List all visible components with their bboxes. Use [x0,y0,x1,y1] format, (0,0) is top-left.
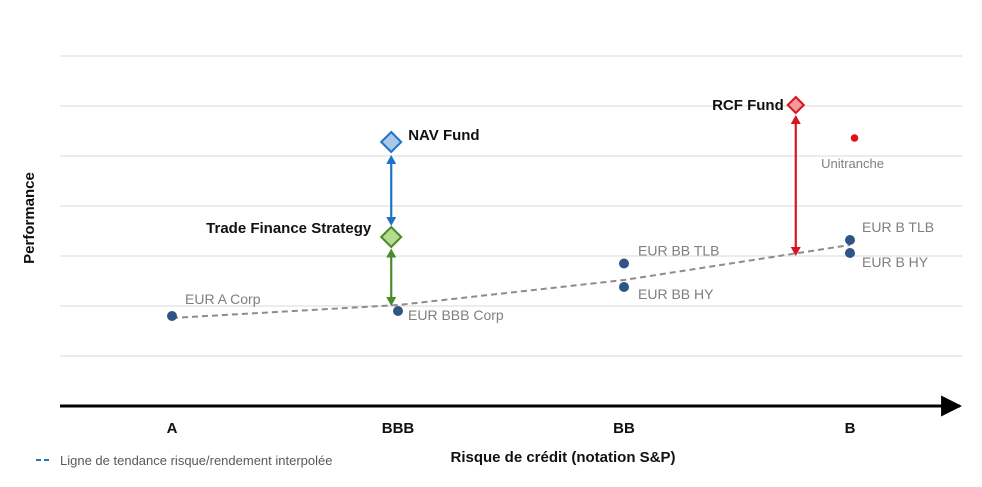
point-label-eur-b-tlb: EUR B TLB [862,219,934,235]
arrow-3 [790,115,801,256]
arrow-head [386,217,397,226]
x-tick-label: BBB [382,420,415,437]
arrow-head [790,247,801,256]
grid-lines [60,55,962,357]
x-axis-title: Risque de crédit (notation S&P) [450,449,675,466]
trend-line-layer [171,244,851,319]
point-label-unitranche: Unitranche [821,156,884,171]
x-tick-label: A [167,420,178,437]
arrow-2 [386,248,397,306]
arrow-head [386,248,397,258]
fund-marker-rcf-fund [786,95,806,115]
point-eur-b-hy [845,248,855,258]
fund-label-trade-finance-strategy: Trade Finance Strategy [206,220,372,237]
point-eur-bbb-corp [393,306,403,316]
fund-label-nav-fund: NAV Fund [408,127,479,144]
arrow-head [386,297,397,306]
x-tick-label: BB [613,420,635,437]
legend: Ligne de tendance risque/rendement inter… [36,453,332,468]
point-label-eur-bb-tlb: EUR BB TLB [638,243,719,259]
arrow-head [790,115,801,124]
trend-line [171,244,851,319]
x-tick-labels: A BBB BB B [167,420,856,437]
funds-layer: NAV Fund Trade Finance Strategy RCF Fund [206,95,806,249]
x-tick-label: B [845,420,856,437]
legend-label: Ligne de tendance risque/rendement inter… [60,453,332,468]
point-unitranche [850,134,859,142]
fund-label-rcf-fund: RCF Fund [712,97,784,114]
fund-marker-nav-fund [379,130,403,154]
point-eur-bb-hy [619,282,629,292]
point-label-eur-bb-hy: EUR BB HY [638,286,714,302]
point-label-eur-a-corp: EUR A Corp [185,291,261,307]
point-eur-b-tlb [845,235,855,245]
y-axis-title: Performance [21,172,38,264]
point-eur-bb-tlb [619,258,629,269]
point-eur-a-corp [167,311,177,321]
fund-marker-trade-finance-strategy [379,225,403,249]
arrows-layer [386,115,801,306]
arrow-head [386,155,397,164]
point-label-eur-bbb-corp: EUR BBB Corp [408,307,504,323]
arrow-1 [386,155,397,226]
points-layer: EUR A Corp EUR BBB Corp EUR BB TLB EUR BB H… [167,134,934,323]
point-label-eur-b-hy: EUR B HY [862,254,929,270]
